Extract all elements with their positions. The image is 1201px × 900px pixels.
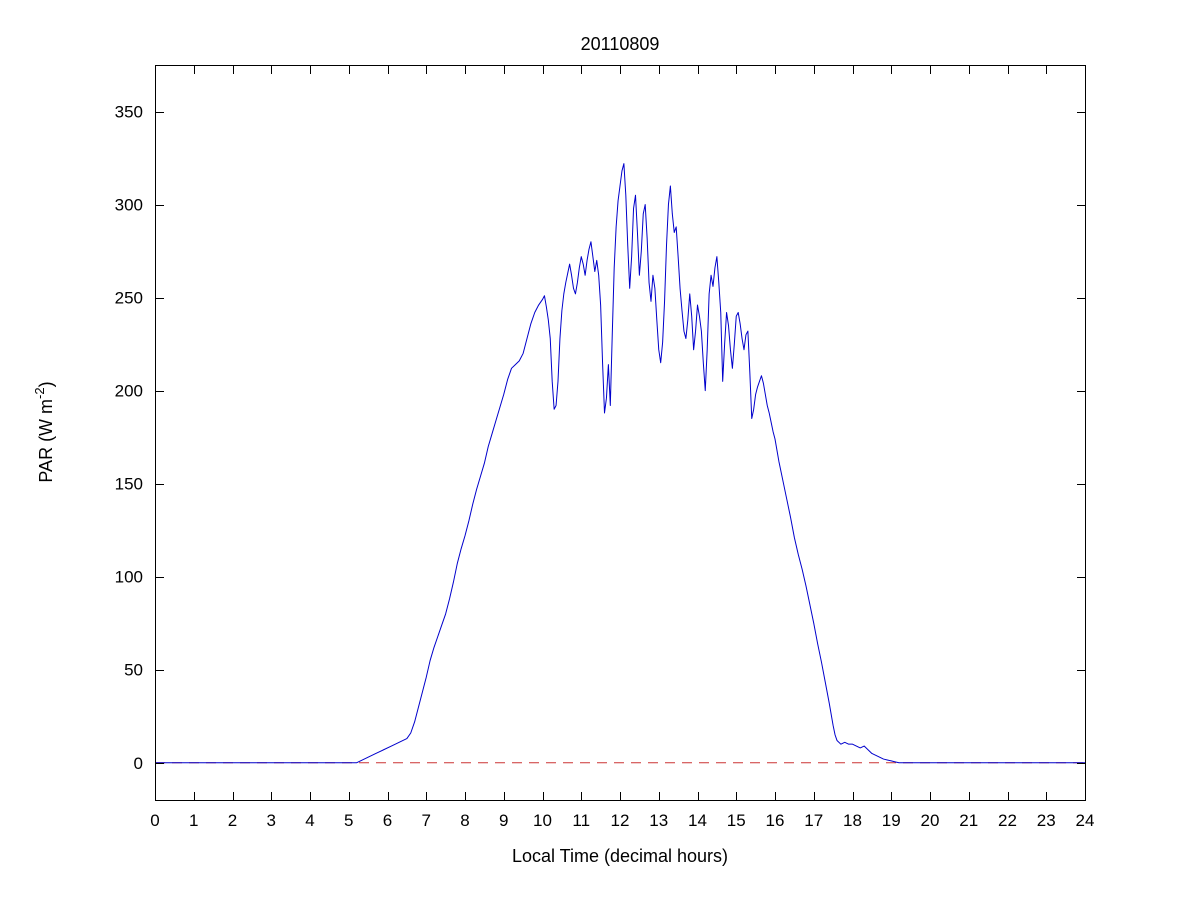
y-tick-label: 200 xyxy=(115,382,143,401)
series-line-PAR xyxy=(155,163,1085,764)
x-tick-label: 0 xyxy=(150,811,159,830)
y-axis-label-close: ) xyxy=(36,381,56,387)
x-tick-label: 2 xyxy=(228,811,237,830)
axes-group xyxy=(155,65,1086,801)
x-tick-label: 22 xyxy=(998,811,1017,830)
x-tick-label: 11 xyxy=(572,811,590,830)
y-tick-label: 100 xyxy=(115,568,143,587)
plot-box xyxy=(155,65,1086,801)
x-tick-label: 4 xyxy=(305,811,314,830)
y-tick-label: 50 xyxy=(124,661,143,680)
x-tick-label: 16 xyxy=(766,811,785,830)
x-tick-label: 1 xyxy=(189,811,198,830)
x-axis-label: Local Time (decimal hours) xyxy=(512,846,728,866)
x-tick-label: 24 xyxy=(1076,811,1095,830)
x-tick-label: 3 xyxy=(267,811,276,830)
y-tick-label: 0 xyxy=(134,754,143,773)
x-tick-label: 8 xyxy=(460,811,469,830)
x-tick-label: 7 xyxy=(422,811,431,830)
x-tick-label: 10 xyxy=(533,811,552,830)
y-axis-label: PAR (W m-2) xyxy=(32,381,56,482)
x-tick-label: 18 xyxy=(843,811,862,830)
x-tick-label: 17 xyxy=(804,811,823,830)
y-tick-label: 150 xyxy=(115,475,143,494)
x-tick-label: 21 xyxy=(959,811,978,830)
series-group xyxy=(155,163,1085,764)
x-tick-label: 5 xyxy=(344,811,353,830)
tick-label-group: 0 1 2 3 4 5 6 7 8 9 10 11 12 13 14 15 16 17 18 19 20 21 22 23 24… xyxy=(115,103,1095,830)
x-tick-label: 6 xyxy=(383,811,392,830)
y-axis-label-superscript: -2 xyxy=(32,387,47,399)
x-tick-label: 12 xyxy=(611,811,630,830)
y-tick-label: 300 xyxy=(115,196,143,215)
x-tick-label: 14 xyxy=(688,811,707,830)
y-tick-label: 350 xyxy=(115,103,143,122)
x-tick-label: 13 xyxy=(649,811,668,830)
x-tick-label: 19 xyxy=(882,811,901,830)
y-axis-label-main: PAR (W m xyxy=(36,399,56,483)
x-tick-label: 23 xyxy=(1037,811,1056,830)
x-tick-label: 20 xyxy=(921,811,940,830)
x-tick-label: 9 xyxy=(499,811,508,830)
y-tick-label: 250 xyxy=(115,289,143,308)
chart-title: 20110809 xyxy=(581,34,660,54)
x-tick-label: 15 xyxy=(727,811,746,830)
